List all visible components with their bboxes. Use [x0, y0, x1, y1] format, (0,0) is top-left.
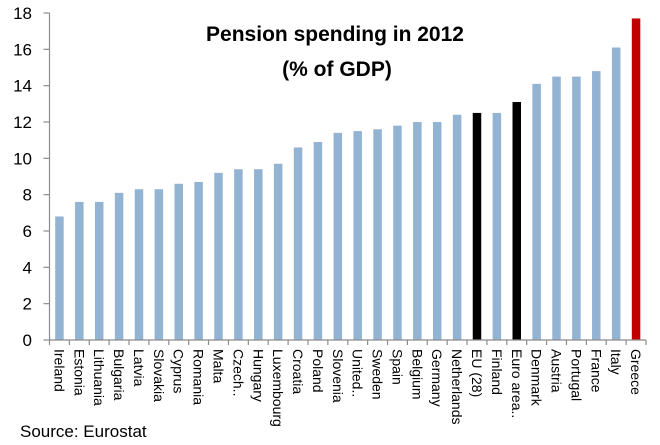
- bar-slovenia: [333, 132, 343, 340]
- bar-portugal: [572, 76, 581, 340]
- bar-greece: [631, 18, 641, 340]
- bar-czech: [234, 169, 243, 340]
- x-category-label: Belgium: [409, 349, 425, 400]
- x-category-label: United..: [350, 349, 366, 397]
- bar-denmark: [532, 83, 541, 340]
- bar-germany: [432, 122, 442, 340]
- x-category-label: Portugal: [568, 349, 584, 401]
- x-ticks-group: [48, 340, 647, 345]
- x-category-label: Hungary: [250, 349, 266, 402]
- y-tick-label: 18: [13, 4, 32, 23]
- source-note: Source: Eurostat: [20, 422, 147, 441]
- x-category-label: Euro area..: [509, 349, 525, 418]
- y-tick-label: 8: [23, 186, 32, 205]
- x-category-label: Finland: [489, 349, 505, 395]
- bar-united: [353, 131, 362, 340]
- x-category-label: Spain: [389, 349, 405, 385]
- bar-eu-28: [472, 112, 482, 341]
- x-category-label: Czech..: [230, 349, 246, 396]
- y-tick-label: 10: [13, 149, 32, 168]
- x-category-label: Italy: [608, 349, 624, 375]
- x-category-label: France: [588, 349, 604, 393]
- chart-title-line-2: (% of GDP): [282, 58, 392, 81]
- y-tick-label: 2: [23, 295, 32, 314]
- x-category-label: Bulgaria: [111, 349, 127, 401]
- x-category-label: Netherlands: [449, 349, 465, 425]
- bar-euro-area: [512, 102, 522, 341]
- x-category-label: EU (28): [469, 349, 485, 397]
- y-ticks-group: 0 2 4 6 8 10 12 14 16 18: [13, 4, 50, 350]
- bar-croatia: [293, 147, 303, 340]
- x-labels-group: Ireland Estonia Lithuania Bulgaria Latvia Slo…: [51, 349, 644, 427]
- x-category-label: Ireland: [51, 349, 67, 392]
- bar-bulgaria: [114, 192, 124, 340]
- x-category-label: Malta: [211, 349, 227, 383]
- y-tick-label: 0: [23, 331, 32, 350]
- bar-malta: [214, 172, 223, 340]
- x-category-label: Estonia: [71, 349, 87, 396]
- bar-hungary: [254, 169, 263, 340]
- bar-spain: [393, 125, 402, 340]
- x-category-label: Poland: [310, 349, 326, 393]
- x-category-label: Luxembourg: [270, 349, 286, 427]
- x-category-label: Slovakia: [151, 349, 167, 402]
- bar-belgium: [413, 122, 422, 340]
- bar-luxembourg: [273, 163, 283, 340]
- bar-france: [592, 71, 601, 340]
- bar-lithuania: [94, 201, 104, 340]
- bar-italy: [611, 47, 621, 341]
- x-category-label: Slovenia: [330, 349, 346, 403]
- y-tick-label: 12: [13, 113, 32, 132]
- bar-romania: [194, 181, 203, 340]
- bar-slovakia: [154, 189, 164, 340]
- chart-title-line-1: Pension spending in 2012: [206, 23, 464, 46]
- x-category-label: Sweden: [370, 349, 386, 400]
- bar-poland: [313, 141, 323, 340]
- x-category-label: Romania: [191, 349, 207, 405]
- bar-austria: [552, 76, 561, 340]
- bar-cyprus: [174, 183, 183, 340]
- bar-ireland: [55, 216, 64, 340]
- x-category-label: Lithuania: [91, 349, 107, 406]
- bar-sweden: [373, 129, 382, 340]
- x-category-label: Denmark: [529, 349, 545, 407]
- y-tick-label: 16: [13, 40, 32, 59]
- x-category-label: Cyprus: [171, 349, 187, 393]
- y-tick-label: 14: [13, 77, 32, 96]
- bar-estonia: [75, 201, 84, 340]
- x-category-label: Greece: [628, 349, 644, 395]
- x-category-label: Latvia: [131, 349, 147, 387]
- bars-group: [55, 18, 641, 341]
- x-category-label: Germany: [429, 349, 445, 407]
- bar-finland: [492, 112, 502, 341]
- y-tick-label: 4: [23, 258, 32, 277]
- bar-latvia: [134, 189, 144, 340]
- x-category-label: Croatia: [290, 349, 306, 394]
- y-tick-label: 6: [23, 222, 32, 241]
- x-category-label: Austria: [549, 349, 565, 393]
- bar-netherlands: [452, 114, 462, 340]
